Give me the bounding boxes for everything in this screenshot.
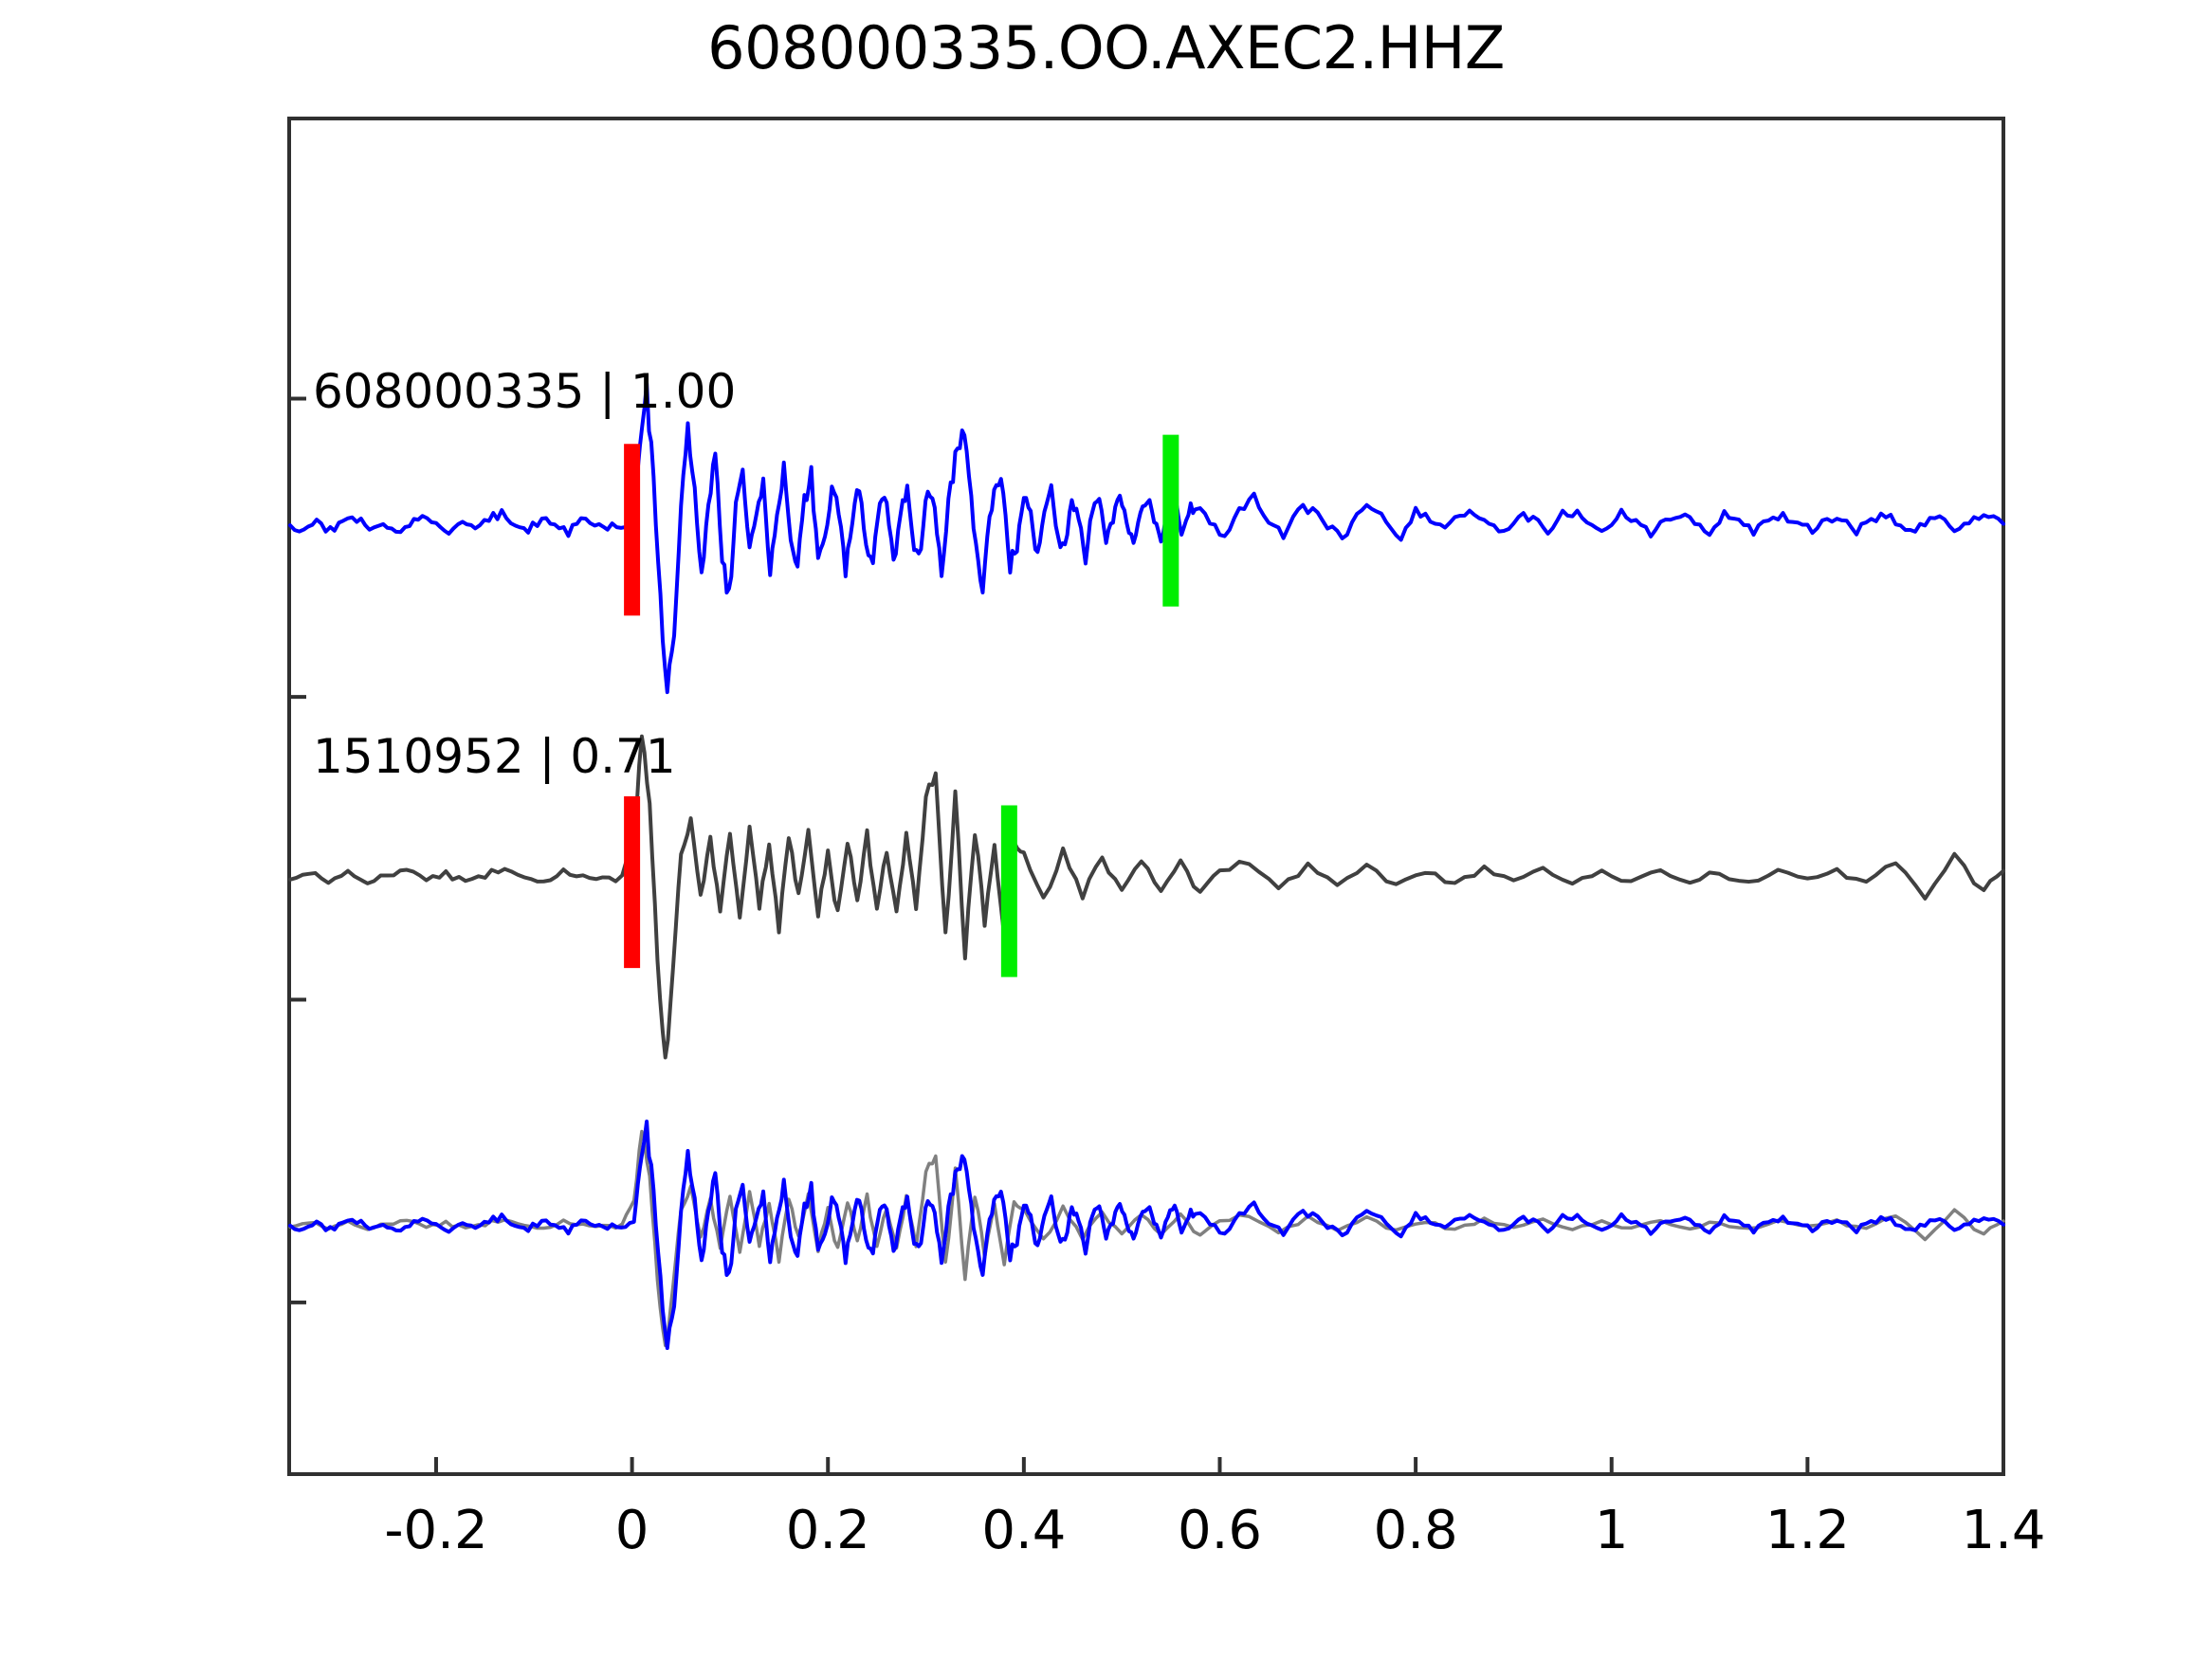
x-tick-label-8: 1.4 — [1961, 1500, 2045, 1561]
plot-frame — [287, 117, 2005, 1476]
x-tick-label-4: 0.6 — [1178, 1500, 1262, 1561]
x-tick-label-7: 1.2 — [1765, 1500, 1850, 1561]
waveform-trace-608000335 — [288, 381, 2005, 695]
pick-markers — [624, 434, 1179, 977]
x-axis-tick-labels: -0.2 0 0.2 0.4 0.6 0.8 1 1.2 1.4 — [384, 1500, 2045, 1561]
x-axis-ticks — [433, 1457, 2005, 1474]
waveform-overlay-1510952 — [288, 1129, 2005, 1348]
x-tick-label-2: 0.2 — [786, 1500, 870, 1561]
trace-label-608000335: 608000335 | 1.00 — [313, 364, 736, 419]
x-tick-label-6: 1 — [1595, 1500, 1629, 1561]
waveform-overlay-608000335 — [288, 1120, 2005, 1350]
y-axis-ticks — [289, 396, 306, 1304]
x-tick-label-0: -0.2 — [384, 1500, 487, 1561]
waveform-trace-1510952 — [288, 734, 2005, 1060]
trace-label-1510952: 1510952 | 0.71 — [313, 729, 676, 784]
x-tick-label-3: 0.4 — [981, 1500, 1066, 1561]
x-tick-label-1: 0 — [615, 1500, 649, 1561]
x-tick-label-5: 0.8 — [1374, 1500, 1458, 1561]
page-title: 608000335.OO.AXEC2.HHZ — [707, 13, 1505, 82]
